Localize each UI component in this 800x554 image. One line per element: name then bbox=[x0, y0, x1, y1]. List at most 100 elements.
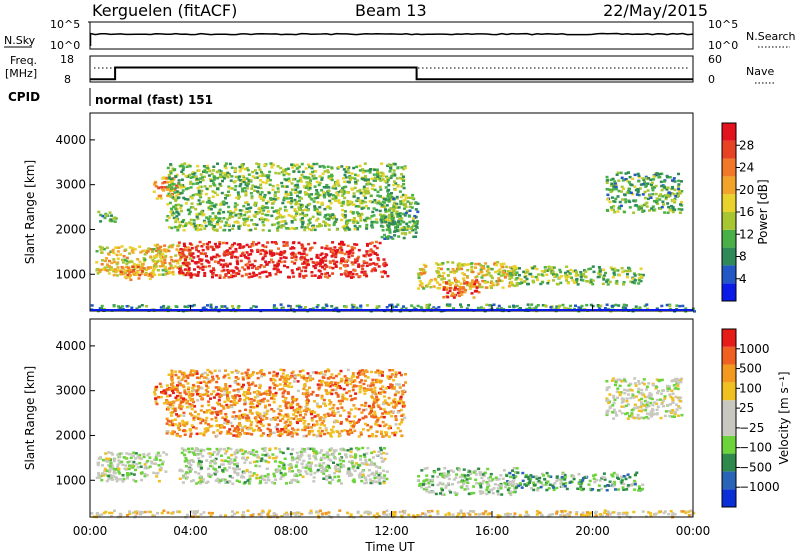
power-cell-r1 bbox=[158, 253, 162, 256]
power-cell-r6 bbox=[294, 255, 298, 259]
power-cell-r8 bbox=[392, 205, 396, 208]
power-cell-r6 bbox=[347, 271, 351, 274]
power-cell-r8 bbox=[404, 228, 407, 231]
power-cell-r8 bbox=[390, 214, 394, 218]
power-cell-r12 bbox=[636, 188, 640, 191]
power-cell-r7 bbox=[378, 174, 382, 178]
power-cell-r11 bbox=[505, 265, 509, 269]
power-cell-r6 bbox=[189, 276, 193, 279]
power-cell-r0 bbox=[404, 307, 408, 310]
power-cell-r12 bbox=[654, 184, 658, 188]
velocity-cell-r3 bbox=[213, 461, 217, 464]
power-cell-r12 bbox=[660, 172, 664, 175]
power-cell-r3 bbox=[140, 270, 144, 273]
velocity-cell-r3 bbox=[228, 480, 232, 483]
power-cell-r6 bbox=[226, 253, 229, 256]
power-cell-r7 bbox=[381, 178, 385, 181]
power-cell-r11 bbox=[637, 282, 641, 285]
power-cell-r8 bbox=[402, 236, 406, 240]
velocity-cell-r0 bbox=[430, 509, 434, 513]
power-cell-r12 bbox=[664, 197, 668, 201]
power-cell-r12 bbox=[637, 208, 641, 211]
power-cell-r9 bbox=[460, 267, 464, 271]
power-cell-r7 bbox=[224, 197, 227, 200]
power-cell-r7 bbox=[197, 199, 201, 202]
power-cell-r7 bbox=[245, 187, 249, 190]
power-cell-r0 bbox=[311, 307, 315, 310]
power-cell-r7 bbox=[170, 182, 174, 185]
velocity-cell-r3 bbox=[264, 481, 268, 484]
velocity-cell-r3 bbox=[296, 480, 300, 484]
velocity-cell-r4 bbox=[370, 370, 373, 374]
power-cell-r12 bbox=[664, 195, 668, 199]
power-cell-r1 bbox=[121, 258, 124, 262]
velocity-cell-r3 bbox=[295, 461, 299, 464]
power-cell-r4 bbox=[156, 251, 160, 254]
velocity-cell-r1 bbox=[146, 453, 150, 457]
power-cell-r7 bbox=[227, 210, 231, 214]
velocity-cell-r3 bbox=[225, 450, 229, 453]
power-cell-r7 bbox=[315, 207, 319, 210]
velocity-cell-r1 bbox=[115, 479, 119, 483]
velocity-cell-r3 bbox=[236, 473, 240, 477]
power-cell-r12 bbox=[663, 194, 667, 197]
velocity-cell-r0 bbox=[419, 514, 423, 518]
power-cell-r9 bbox=[486, 280, 489, 284]
velocity-cell-r0 bbox=[512, 515, 516, 518]
velocity-cell-r0 bbox=[294, 513, 298, 517]
power-cell-r7 bbox=[262, 196, 266, 200]
velocity-cell-r0 bbox=[568, 511, 572, 514]
power-cell-r7 bbox=[266, 200, 270, 203]
velocity-cell-r3 bbox=[275, 455, 279, 459]
power-cell-r6 bbox=[347, 252, 351, 255]
power-cell-r7 bbox=[203, 227, 207, 230]
power-cell-r7 bbox=[290, 215, 294, 218]
power-cell-r6 bbox=[292, 275, 296, 278]
velocity-cell-r3 bbox=[331, 478, 335, 481]
power-cell-r8 bbox=[397, 206, 401, 209]
power-cell-r7 bbox=[343, 224, 347, 228]
velocity-cell-r4 bbox=[247, 388, 251, 392]
power-cell-r11 bbox=[639, 275, 643, 278]
power-cell-r7 bbox=[365, 225, 369, 229]
power-cell-r7 bbox=[171, 167, 175, 170]
power-cell-r6 bbox=[324, 272, 328, 275]
velocity-cell-r4 bbox=[211, 410, 215, 414]
power-cell-r7 bbox=[325, 183, 329, 187]
power-cell-r1 bbox=[147, 247, 151, 250]
power-cell-r7 bbox=[197, 189, 201, 193]
power-cell-r8 bbox=[400, 217, 404, 220]
velocity-cell-r3 bbox=[211, 453, 214, 456]
power-cell-r7 bbox=[274, 198, 278, 201]
power-cell-r0 bbox=[100, 307, 103, 310]
power-cell-r6 bbox=[283, 264, 286, 268]
power-cell-r7 bbox=[274, 209, 278, 213]
power-cell-r7 bbox=[384, 186, 388, 189]
power-cell-r7 bbox=[190, 223, 194, 226]
velocity-cell-r3 bbox=[304, 470, 308, 473]
power-cell-r11 bbox=[547, 279, 551, 283]
power-cell-r12 bbox=[635, 193, 639, 196]
velocity-cell-r3 bbox=[228, 475, 232, 478]
velocity-cell-r0 bbox=[424, 513, 428, 516]
power-cell-r11 bbox=[533, 265, 537, 268]
velocity-cell-r4 bbox=[292, 417, 296, 420]
velocity-cell-r3 bbox=[289, 452, 293, 456]
power-cell-r8 bbox=[382, 197, 386, 201]
power-cell-r7 bbox=[373, 199, 377, 202]
power-cell-r7 bbox=[208, 169, 212, 173]
power-cell-r7 bbox=[368, 200, 372, 203]
power-cell-r9 bbox=[440, 278, 444, 281]
power-cell-r7 bbox=[191, 182, 195, 186]
power-cell-r9 bbox=[458, 285, 462, 289]
velocity-cell-r3 bbox=[322, 462, 326, 465]
power-cell-r7 bbox=[226, 173, 230, 176]
power-cell-r7 bbox=[323, 170, 327, 173]
velocity-cell-r3 bbox=[309, 465, 313, 468]
power-cell-r12 bbox=[670, 192, 674, 195]
velocity-cell-r0 bbox=[242, 514, 246, 517]
power-cell-r0 bbox=[605, 303, 609, 306]
velocity-cell-r1 bbox=[117, 467, 121, 471]
power-cell-r0 bbox=[419, 306, 423, 309]
power-cell-r1 bbox=[98, 245, 102, 249]
